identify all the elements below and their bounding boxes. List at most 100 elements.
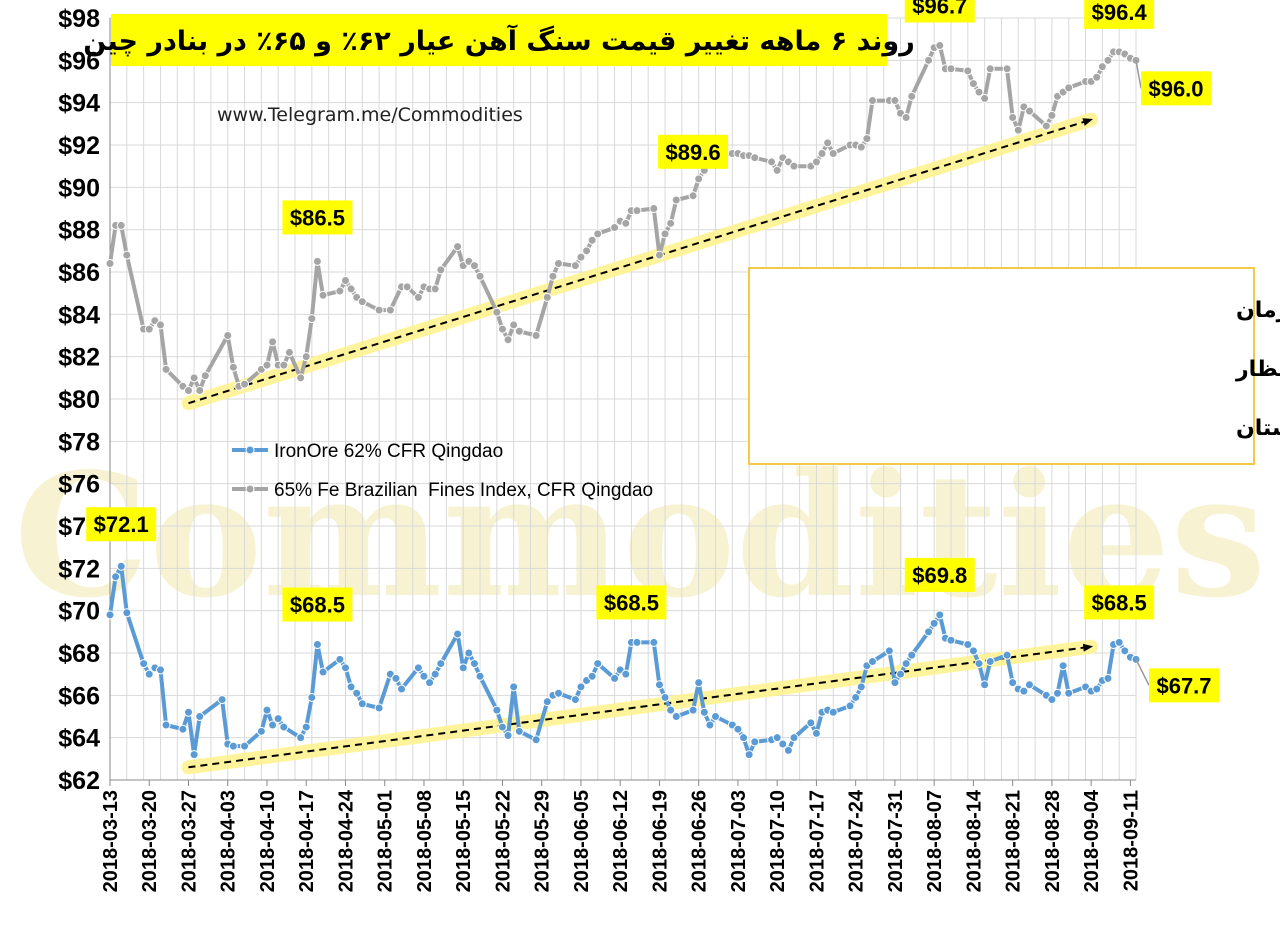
data-point-ironore-62 [1047, 695, 1057, 705]
data-point-ironore-62 [985, 656, 995, 666]
data-point-brazilian-65 [750, 153, 760, 163]
data-point-brazilian-65 [974, 87, 984, 97]
value-label: $68.5 [1092, 590, 1147, 615]
data-point-brazilian-65 [767, 157, 777, 167]
data-point-ironore-62 [340, 663, 350, 673]
data-point-brazilian-65 [469, 261, 479, 271]
value-label-background [904, 557, 975, 592]
data-point-ironore-62 [301, 722, 311, 732]
data-point-brazilian-65 [1047, 110, 1057, 120]
x-tick-label: 2018-06-26 [689, 790, 711, 892]
x-tick-label: 2018-03-13 [100, 790, 122, 892]
data-point-brazilian-65 [666, 218, 676, 228]
data-point-brazilian-65 [268, 337, 278, 347]
data-point-ironore-62 [262, 705, 272, 715]
legend-label-brazilian-65: 65% Fe Brazilian Fines Index, CFR Qingda… [274, 480, 653, 501]
data-point-brazilian-65 [542, 292, 552, 302]
data-point-ironore-62 [593, 659, 603, 669]
value-label-background [904, 0, 975, 23]
y-tick-label: $70 [58, 598, 100, 626]
data-point-brazilian-65 [772, 165, 782, 175]
data-point-brazilian-65 [621, 218, 631, 228]
data-point-ironore-62 [946, 635, 956, 645]
data-point-brazilian-65 [660, 229, 670, 239]
x-tick-label: 2018-08-14 [963, 789, 985, 892]
data-point-ironore-62 [419, 671, 429, 681]
data-point-brazilian-65 [453, 242, 463, 252]
data-point-ironore-62 [711, 712, 721, 721]
data-point-brazilian-65 [497, 324, 507, 334]
data-point-ironore-62 [268, 720, 278, 730]
data-point-ironore-62 [492, 705, 502, 715]
data-point-brazilian-65 [907, 91, 917, 101]
x-tick-label: 2018-08-28 [1042, 790, 1064, 892]
y-tick-label: $96 [58, 47, 100, 75]
data-point-ironore-62 [649, 637, 659, 647]
data-point-ironore-62 [968, 646, 978, 656]
data-point-ironore-62 [273, 714, 283, 724]
data-point-brazilian-65 [492, 307, 502, 317]
value-label-background [596, 585, 667, 620]
data-point-ironore-62 [974, 659, 984, 669]
data-point-brazilian-65 [223, 331, 233, 340]
data-point-brazilian-65 [144, 324, 154, 334]
data-point-brazilian-65 [649, 204, 659, 213]
data-point-ironore-62 [430, 669, 440, 679]
data-point-ironore-62 [111, 572, 121, 582]
data-point-brazilian-65 [475, 271, 485, 281]
data-point-brazilian-65 [593, 229, 603, 239]
y-tick-label: $90 [58, 174, 100, 202]
series-brazilian-65 [105, 41, 1141, 396]
data-point-ironore-62 [929, 618, 939, 628]
data-point-brazilian-65 [357, 297, 367, 307]
x-tick-label: 2018-09-11 [1120, 790, 1142, 891]
data-point-brazilian-65 [946, 64, 956, 74]
data-point-brazilian-65 [694, 174, 704, 184]
data-point-ironore-62 [705, 720, 715, 730]
y-tick-label: $80 [58, 386, 100, 414]
data-point-brazilian-65 [503, 335, 513, 345]
data-point-brazilian-65 [402, 282, 412, 292]
data-point-brazilian-65 [509, 320, 519, 330]
legend-marker-ironore-62 [245, 445, 255, 455]
data-point-ironore-62 [1103, 673, 1113, 683]
series-line-ironore-62 [108, 564, 1137, 757]
data-point-ironore-62 [744, 750, 754, 760]
y-tick-label: $76 [58, 471, 100, 499]
data-point-ironore-62 [851, 692, 861, 702]
data-point-ironore-62 [1120, 646, 1130, 656]
data-point-ironore-62 [778, 739, 788, 749]
x-tick-label: 2018-05-29 [532, 790, 554, 892]
data-point-ironore-62 [1053, 688, 1063, 698]
data-point-ironore-62 [845, 701, 855, 711]
data-point-ironore-62 [144, 669, 154, 679]
value-label-background [658, 134, 729, 169]
data-point-ironore-62 [413, 663, 423, 673]
data-point-ironore-62 [884, 646, 894, 656]
annotation-line-2: با رشد قیمت عیار بالای ۶۵٪ ... انتظار [1235, 357, 1280, 382]
data-point-brazilian-65 [867, 96, 877, 106]
y-tick-label: $82 [58, 344, 100, 372]
data-point-brazilian-65 [632, 206, 642, 216]
data-point-brazilian-65 [554, 259, 564, 269]
value-label: $96.0 [1148, 76, 1203, 101]
data-point-ironore-62 [1058, 661, 1068, 671]
data-point-brazilian-65 [122, 250, 132, 260]
data-point-ironore-62 [352, 688, 362, 698]
data-point-brazilian-65 [1013, 125, 1023, 135]
data-point-brazilian-65 [654, 250, 664, 260]
data-point-brazilian-65 [262, 360, 272, 370]
data-point-brazilian-65 [284, 347, 294, 357]
data-point-ironore-62 [436, 659, 446, 669]
data-point-brazilian-65 [279, 360, 289, 370]
value-label: $86.5 [290, 205, 345, 230]
value-label-background [282, 587, 353, 622]
trend-arrow-0 [188, 118, 1094, 405]
trend-lines [181, 112, 1099, 775]
data-point-brazilian-65 [1064, 83, 1074, 93]
data-point-brazilian-65 [901, 112, 911, 122]
data-point-ironore-62 [610, 673, 620, 683]
data-point-ironore-62 [217, 695, 227, 705]
data-point-ironore-62 [907, 650, 917, 660]
data-point-brazilian-65 [935, 41, 945, 51]
